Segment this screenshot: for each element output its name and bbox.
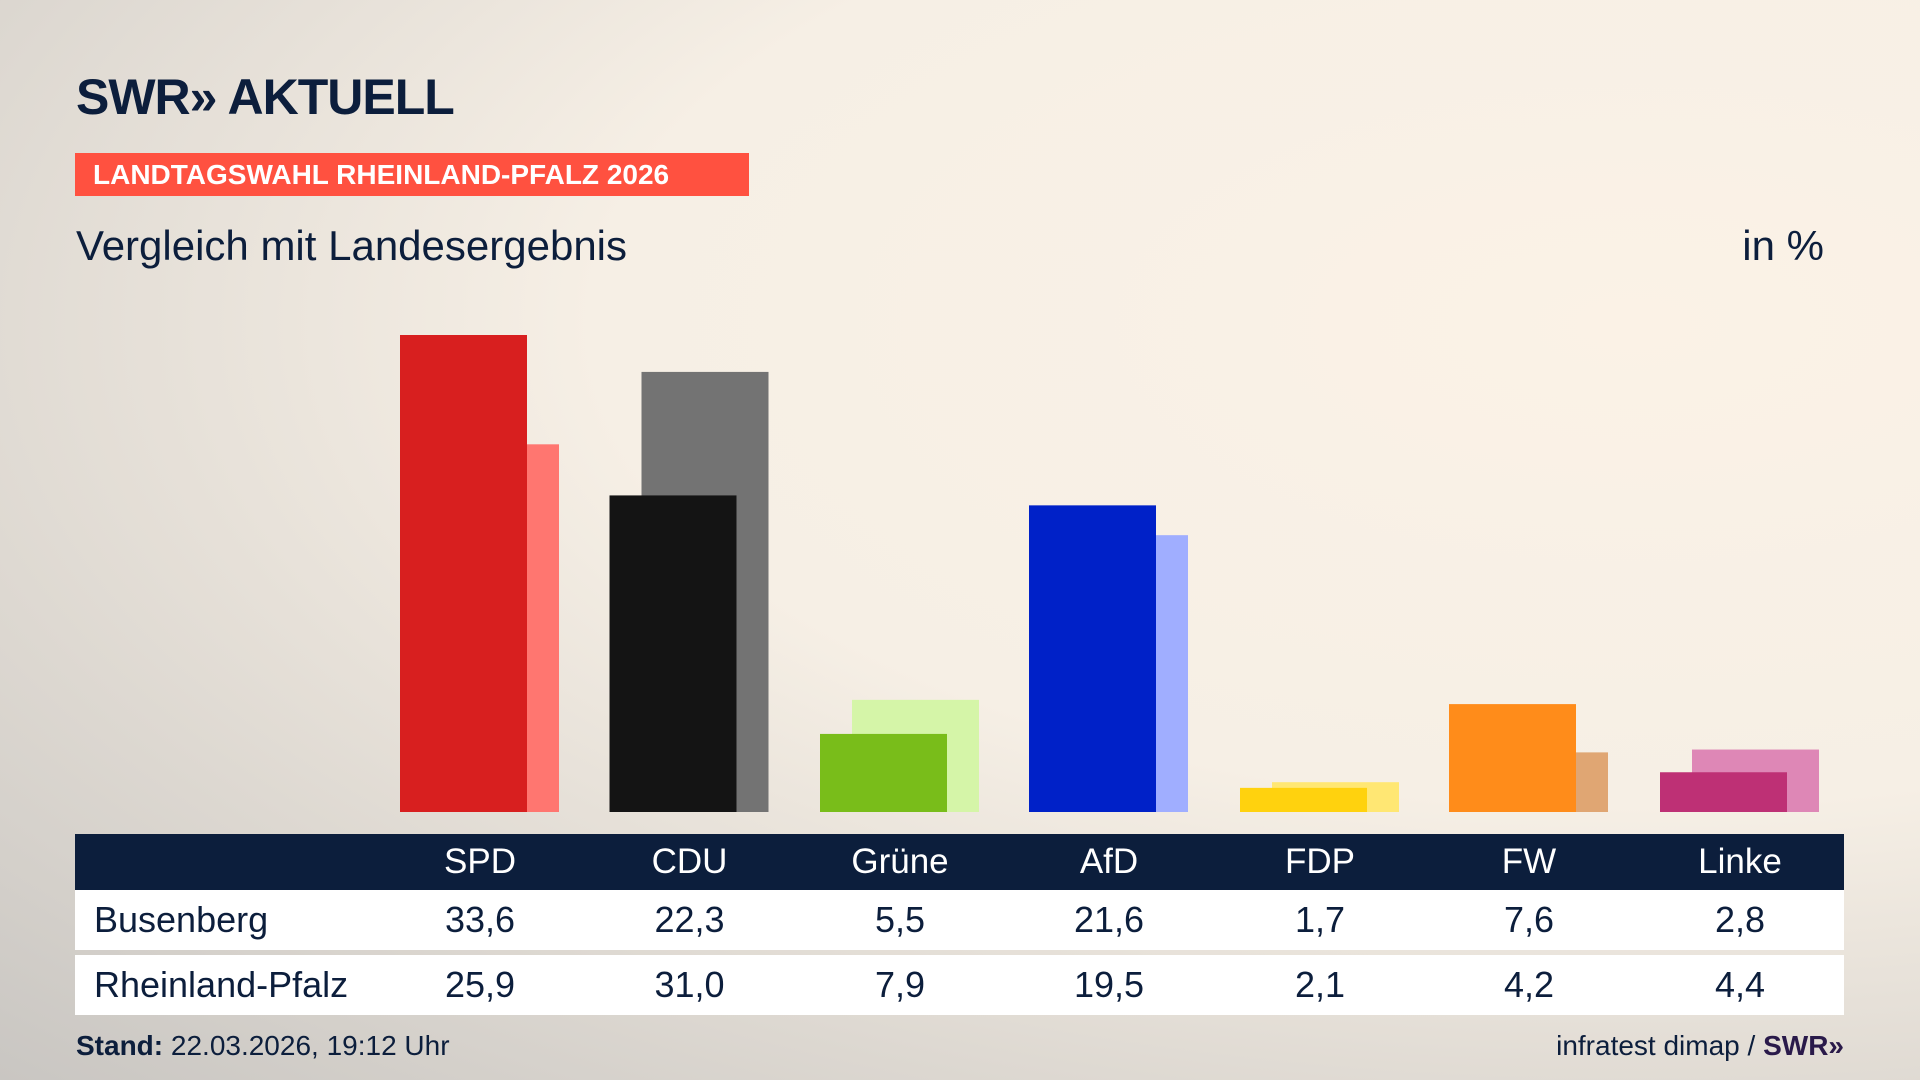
table-row: Busenberg 33,6 22,3 5,5 21,6 1,7 7,6 2,8 xyxy=(75,890,1844,950)
column-header: CDU xyxy=(651,842,728,881)
timestamp: Stand: 22.03.2026, 19:12 Uhr xyxy=(76,1030,450,1062)
bar-busenberg-spd xyxy=(400,335,527,812)
table-cell: 25,9 xyxy=(444,964,516,1005)
source: infratest dimap / SWR» xyxy=(1556,1030,1844,1062)
swr-logo: SWR» xyxy=(1763,1030,1844,1061)
table-cell: 2,1 xyxy=(1294,964,1346,1005)
bar-busenberg-afd xyxy=(1029,505,1156,812)
bar-busenberg-grüne xyxy=(820,733,947,812)
table-cell: 1,7 xyxy=(1294,899,1346,940)
table-cell: 21,6 xyxy=(1073,899,1145,940)
column-header: Grüne xyxy=(851,842,949,881)
column-header: AfD xyxy=(1079,842,1139,881)
election-badge: LANDTAGSWAHL RHEINLAND-PFALZ 2026 xyxy=(75,153,749,196)
bar-busenberg-fdp xyxy=(1240,787,1367,812)
bar-busenberg-cdu xyxy=(609,495,737,812)
table-cell: 7,6 xyxy=(1503,899,1555,940)
table-cell: 4,2 xyxy=(1503,964,1555,1005)
source-text: infratest dimap / xyxy=(1556,1030,1756,1061)
table-cell: 31,0 xyxy=(654,964,725,1005)
column-header: SPD xyxy=(444,842,516,881)
stand-label: Stand: xyxy=(76,1030,164,1061)
row-label: Busenberg xyxy=(94,899,269,940)
bar-chart xyxy=(400,335,1819,812)
table-row: Rheinland-Pfalz 25,9 31,0 7,9 19,5 2,1 4,2 4,4 xyxy=(75,955,1844,1015)
chart-subtitle: Vergleich mit Landesergebnis xyxy=(76,222,628,269)
table-header: SPD CDU Grüne AfD FDP FW Linke xyxy=(75,834,1844,890)
row-label: Rheinland-Pfalz xyxy=(94,964,349,1005)
table-cell: 4,4 xyxy=(1714,964,1766,1005)
bar-busenberg-fw xyxy=(1449,704,1576,812)
swr-aktuell-logo: SWR» AKTUELL xyxy=(76,69,455,125)
column-header: FDP xyxy=(1285,842,1355,881)
bar-busenberg-linke xyxy=(1660,772,1787,812)
table-cell: 5,5 xyxy=(874,899,926,940)
table-cell: 22,3 xyxy=(654,899,725,940)
column-header: FW xyxy=(1501,842,1557,881)
column-header: Linke xyxy=(1698,842,1782,881)
table-cell: 7,9 xyxy=(874,964,926,1005)
unit-label: in % xyxy=(1742,222,1824,269)
stand-value: 22.03.2026, 19:12 Uhr xyxy=(170,1030,450,1061)
table-cell: 2,8 xyxy=(1714,899,1766,940)
table-cell: 19,5 xyxy=(1073,964,1145,1005)
table-cell: 33,6 xyxy=(444,899,516,940)
